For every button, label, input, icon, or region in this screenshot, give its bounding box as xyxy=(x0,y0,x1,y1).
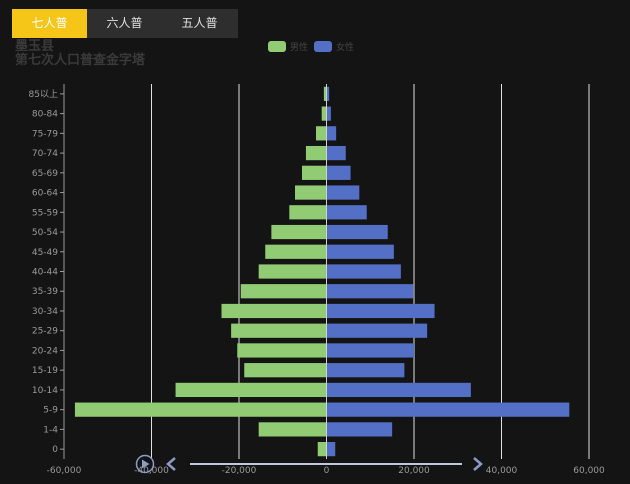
y-tick-label: 60-64 xyxy=(32,189,58,199)
play-icon[interactable] xyxy=(135,454,155,474)
y-tick-label: 50-54 xyxy=(32,228,58,238)
bar-male xyxy=(271,224,327,240)
bar-male xyxy=(240,284,327,299)
tab-sixth-census[interactable]: 六人普 xyxy=(106,16,143,30)
bar-female xyxy=(326,205,367,220)
legend-label-male: 男性 xyxy=(290,43,309,53)
y-tick-label: 85以上 xyxy=(29,89,58,100)
chevron-right-icon[interactable] xyxy=(473,457,483,471)
bar-female xyxy=(326,343,414,358)
bar-male xyxy=(305,145,327,161)
bar-female xyxy=(326,323,428,338)
bar-male xyxy=(231,323,327,338)
bar-male xyxy=(258,422,327,437)
legend-item-male[interactable]: 男性 xyxy=(268,40,308,53)
bar-female xyxy=(326,442,336,457)
tab-fifth-census[interactable]: 五人普 xyxy=(181,16,218,30)
y-tick-label: 65-69 xyxy=(32,169,58,179)
legend-label-female: 女性 xyxy=(336,43,355,53)
bar-female xyxy=(326,86,330,101)
y-tick-label: 75-79 xyxy=(32,129,58,139)
y-tick-label: 5-9 xyxy=(43,406,58,416)
bar-female xyxy=(326,363,405,378)
bar-female xyxy=(326,303,435,319)
y-tick-label: 1-4 xyxy=(43,425,58,435)
y-tick-label: 35-39 xyxy=(32,287,58,297)
bar-male xyxy=(258,264,327,279)
bar-male xyxy=(221,303,327,319)
y-tick-label: 25-29 xyxy=(32,327,58,337)
chart-title: 墨玉县 第七次人口普查金字塔 xyxy=(15,40,145,68)
x-tick-label: 40,000 xyxy=(486,466,518,476)
y-tick-label: 0 xyxy=(52,445,58,455)
bar-male xyxy=(321,106,327,121)
y-tick-label: 45-49 xyxy=(32,248,58,258)
bar-male xyxy=(237,343,327,358)
bar-male xyxy=(175,382,327,398)
bar-female xyxy=(326,165,351,180)
bar-female xyxy=(326,244,394,259)
y-tick-label: 10-14 xyxy=(32,386,58,396)
bar-male xyxy=(323,86,327,101)
bar-female xyxy=(326,422,393,437)
y-tick-label: 70-74 xyxy=(32,149,58,159)
legend-item-female[interactable]: 女性 xyxy=(314,40,354,53)
x-tick-label: 0 xyxy=(324,466,330,476)
y-tick-label: 55-59 xyxy=(32,208,58,218)
bar-male xyxy=(289,205,327,220)
bar-female xyxy=(326,224,388,240)
chart-legend: 男性 女性 xyxy=(268,40,360,53)
y-tick-label: 30-34 xyxy=(32,307,58,317)
x-tick-label: -40,000 xyxy=(134,466,169,476)
bar-male xyxy=(317,442,327,457)
bar-male xyxy=(265,244,327,259)
y-tick-label: 80-84 xyxy=(32,110,58,120)
bar-female xyxy=(326,402,570,417)
bar-male xyxy=(316,126,327,141)
bar-female xyxy=(326,264,401,279)
census-tabs: 七人普 六人普 五人普 xyxy=(12,9,238,38)
bar-male xyxy=(74,402,327,417)
x-tick-label: 60,000 xyxy=(573,466,605,476)
chevron-left-icon[interactable] xyxy=(166,457,176,471)
bar-female xyxy=(326,145,346,161)
bar-male xyxy=(244,363,327,378)
chart-title-line2: 第七次人口普查金字塔 xyxy=(15,53,146,68)
x-tick-label: -60,000 xyxy=(47,466,82,476)
y-tick-label: 15-19 xyxy=(32,366,58,376)
bar-female xyxy=(326,106,331,121)
chart-title-line1: 墨玉县 xyxy=(15,39,55,54)
legend-swatch-male xyxy=(268,41,286,52)
y-tick-label: 40-44 xyxy=(32,268,58,278)
bar-female xyxy=(326,185,360,200)
x-tick-label: -20,000 xyxy=(222,466,257,476)
bar-female xyxy=(326,284,414,299)
y-tick-label: 20-24 xyxy=(32,346,58,356)
bar-female xyxy=(326,126,337,141)
tab-seventh-census[interactable]: 七人普 xyxy=(12,9,87,38)
legend-swatch-female xyxy=(314,41,333,52)
x-tick-label: 20,000 xyxy=(398,466,430,476)
bar-female xyxy=(326,382,471,398)
bar-male xyxy=(295,185,327,200)
bar-male xyxy=(302,165,327,180)
